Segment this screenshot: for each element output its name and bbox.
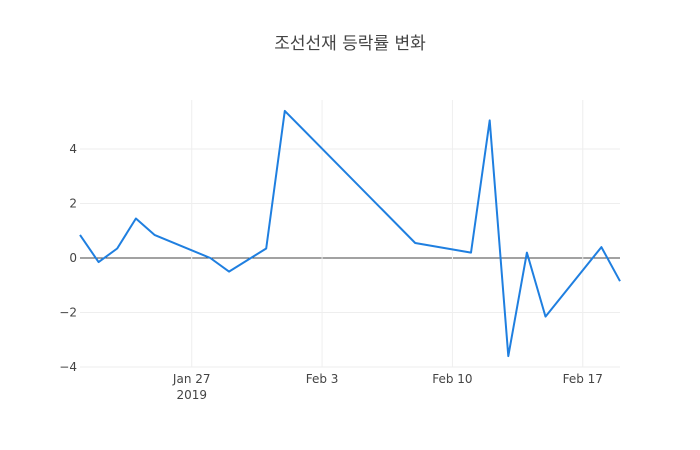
x-tick-label: Jan 27 <box>172 372 211 386</box>
x-tick-label: Feb 10 <box>432 372 472 386</box>
y-tick-label: −2 <box>59 306 77 320</box>
y-axis-ticks: 4 2 0 −2 −4 <box>59 142 77 374</box>
x-tick-year-label: 2019 <box>176 388 207 402</box>
x-tick-label: Feb 3 <box>306 372 339 386</box>
grid <box>80 100 620 368</box>
y-tick-label: 4 <box>69 142 77 156</box>
series-layer <box>79 109 621 358</box>
y-tick-label: 0 <box>69 251 77 265</box>
series-line <box>79 109 621 358</box>
x-axis-ticks: Jan 27 2019 Feb 3 Feb 10 Feb 17 <box>172 372 603 402</box>
x-tick-label: Feb 17 <box>563 372 603 386</box>
chart-title: 조선선재 등락률 변화 <box>274 34 426 54</box>
y-tick-label: 2 <box>69 197 77 211</box>
y-tick-label: −4 <box>59 360 77 374</box>
